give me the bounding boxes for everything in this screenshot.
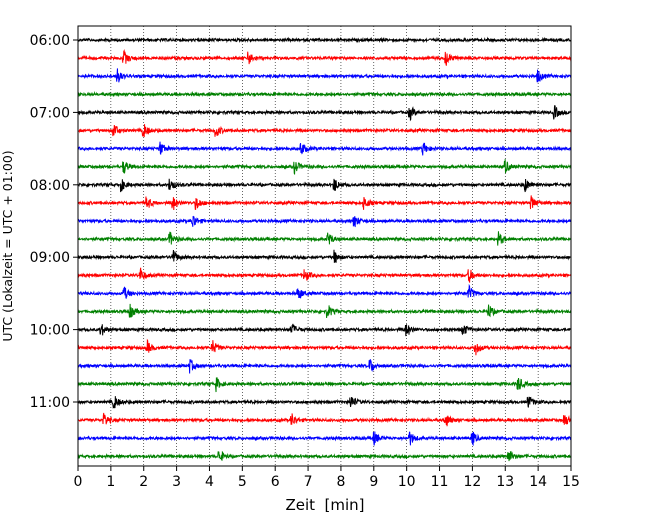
seismic-trace <box>77 215 572 228</box>
seismic-trace <box>77 105 572 122</box>
x-tick-label: 7 <box>304 474 313 490</box>
seismic-trace <box>77 323 572 337</box>
seismic-trace <box>77 141 572 156</box>
x-tick-label: 1 <box>106 474 115 490</box>
seismic-trace <box>77 431 572 447</box>
seismic-trace <box>77 338 572 356</box>
seismic-trace <box>77 36 572 44</box>
y-tick-label: 07:00 <box>30 105 70 121</box>
seismic-trace <box>77 231 572 246</box>
x-tick-label: 6 <box>271 474 280 490</box>
seismic-trace <box>77 303 572 318</box>
x-tick-label: 13 <box>496 474 514 490</box>
seismic-trace <box>77 90 572 98</box>
y-tick-label: 08:00 <box>30 178 70 194</box>
x-tick-label: 5 <box>238 474 247 490</box>
x-tick-label: 10 <box>398 474 416 490</box>
y-axis-label: UTC (Lokalzeit = UTC + 01:00) <box>0 150 15 341</box>
seismic-trace <box>77 267 572 283</box>
seismic-trace <box>77 359 572 374</box>
seismic-trace <box>77 249 572 263</box>
plot-frame <box>77 25 572 467</box>
x-tick-label: 4 <box>205 474 214 490</box>
y-axis-ticks: 06:00 07:00 08:00 09:00 10:00 11:00 <box>30 33 78 411</box>
x-tick-label: 2 <box>139 474 148 490</box>
x-tick-label: 12 <box>463 474 481 490</box>
x-tick-label: 14 <box>529 474 547 490</box>
y-tick-label: 09:00 <box>30 250 70 266</box>
seismic-trace <box>77 68 572 83</box>
y-tick-label: 10:00 <box>30 323 70 339</box>
x-tick-label: 9 <box>369 474 378 490</box>
seismic-trace <box>77 49 572 66</box>
seismic-trace <box>77 195 572 211</box>
seismic-trace <box>77 450 572 462</box>
y-tick-label: 06:00 <box>30 33 70 49</box>
x-tick-label: 8 <box>336 474 345 490</box>
seismic-trace <box>77 124 572 138</box>
seismic-trace <box>77 412 572 427</box>
grid-lines <box>110 26 539 466</box>
seismic-traces <box>77 36 572 462</box>
x-tick-label: 3 <box>172 474 181 490</box>
y-tick-label: 11:00 <box>30 395 70 411</box>
x-tick-label: 0 <box>74 474 83 490</box>
x-tick-label: 11 <box>431 474 449 490</box>
x-axis-ticks: 0 1 2 3 4 5 6 7 8 9 10 11 12 13 14 15 <box>74 466 580 490</box>
x-axis-label: Zeit [min] <box>285 496 364 514</box>
seismic-trace <box>77 396 572 409</box>
seismic-trace <box>77 159 572 175</box>
seismic-trace <box>77 377 572 393</box>
seismic-trace <box>77 178 572 193</box>
seismic-trace <box>77 283 572 299</box>
x-tick-label: 15 <box>562 474 580 490</box>
